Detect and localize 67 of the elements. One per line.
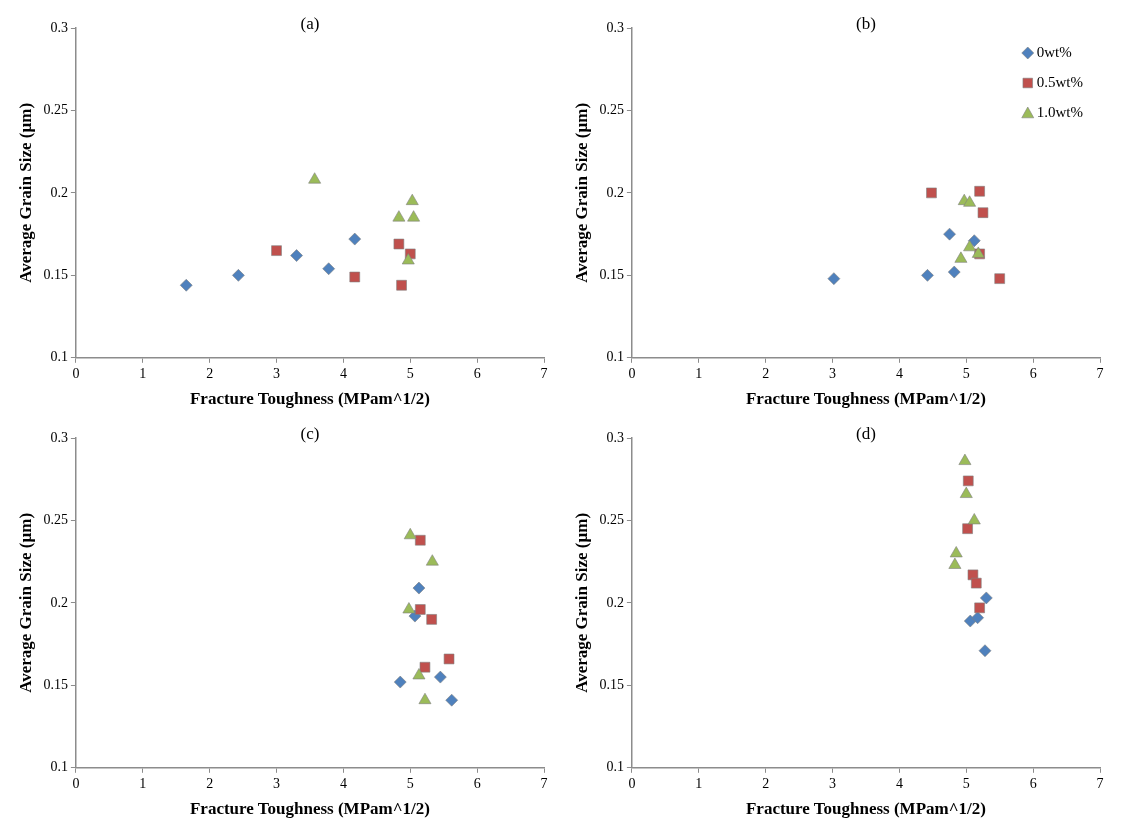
x-tick-label: 1 [695,365,703,381]
y-tick-label: 0.15 [43,267,68,283]
y-tick-label: 0.25 [599,512,624,528]
x-tick-label: 7 [1096,365,1104,381]
y-tick-label: 0.25 [599,102,624,118]
y-tick-label: 0.2 [606,184,624,200]
x-tick-label: 7 [1096,775,1104,791]
x-tick-label: 0 [628,365,636,381]
x-tick-label: 0 [72,365,80,381]
y-tick-label: 0.1 [50,759,68,775]
chart-title: (c) [300,423,320,443]
y-axis-title: Average Grain Size (µm) [571,102,591,283]
x-axis-title: Fracture Toughness (MPam^1/2) [745,389,986,409]
x-tick-label: 6 [473,365,481,381]
y-tick-label: 0.1 [606,349,624,365]
y-tick-label: 0.25 [43,512,68,528]
x-tick-label: 1 [139,365,147,381]
y-tick-label: 0.25 [43,102,68,118]
y-tick-label: 0.2 [50,594,68,610]
x-tick-label: 3 [273,365,281,381]
x-tick-label: 6 [1029,775,1037,791]
chart-title: (d) [856,423,876,443]
x-tick-label: 1 [695,775,703,791]
legend-label: 1.0wt% [1036,103,1083,120]
x-tick-label: 3 [829,365,837,381]
x-tick-label: 4 [339,365,347,381]
y-axis-title: Average Grain Size (µm) [15,102,35,283]
legend-label: 0.5wt% [1036,73,1083,90]
x-tick-label: 3 [829,775,837,791]
x-tick-label: 3 [273,775,281,791]
y-tick-label: 0.2 [50,184,68,200]
x-tick-label: 4 [339,775,347,791]
y-axis-title: Average Grain Size (µm) [15,512,35,693]
chart-title: (b) [856,13,876,33]
x-axis-title: Fracture Toughness (MPam^1/2) [745,799,986,819]
y-tick-label: 0.2 [606,594,624,610]
y-axis-title: Average Grain Size (µm) [571,512,591,693]
x-tick-label: 4 [895,775,903,791]
y-tick-label: 0.3 [606,19,624,35]
y-tick-label: 0.3 [606,429,624,445]
legend-label: 0wt% [1036,43,1072,60]
x-tick-label: 7 [540,775,548,791]
y-tick-label: 0.3 [50,19,68,35]
x-tick-label: 7 [540,365,548,381]
y-tick-label: 0.1 [606,759,624,775]
x-tick-label: 5 [406,365,414,381]
x-tick-label: 1 [139,775,147,791]
x-tick-label: 6 [473,775,481,791]
x-axis-title: Fracture Toughness (MPam^1/2) [189,799,430,819]
x-tick-label: 2 [762,775,770,791]
y-tick-label: 0.1 [50,349,68,365]
x-tick-label: 2 [206,775,214,791]
x-tick-label: 5 [962,365,970,381]
chart-title: (a) [300,13,320,33]
y-tick-label: 0.15 [599,677,624,693]
y-tick-label: 0.15 [599,267,624,283]
x-tick-label: 0 [628,775,636,791]
x-axis-title: Fracture Toughness (MPam^1/2) [189,389,430,409]
y-tick-label: 0.3 [50,429,68,445]
x-tick-label: 4 [895,365,903,381]
x-tick-label: 6 [1029,365,1037,381]
x-tick-label: 0 [72,775,80,791]
x-tick-label: 5 [406,775,414,791]
x-tick-label: 2 [206,365,214,381]
x-tick-label: 5 [962,775,970,791]
y-tick-label: 0.15 [43,677,68,693]
x-tick-label: 2 [762,365,770,381]
